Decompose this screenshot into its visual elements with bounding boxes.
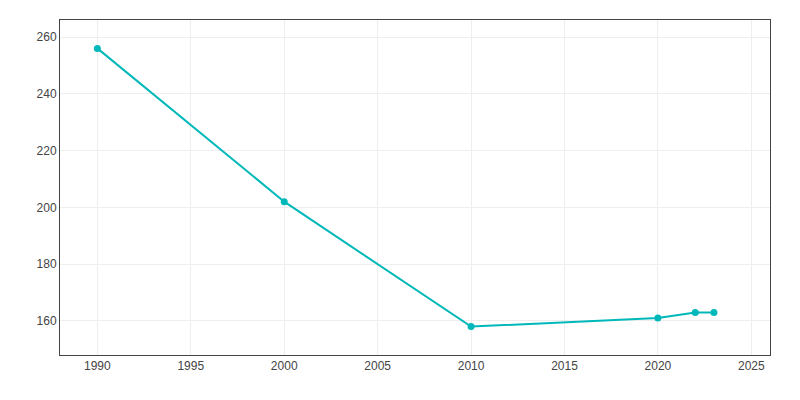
- svg-text:2015: 2015: [551, 359, 578, 373]
- svg-text:220: 220: [37, 144, 57, 158]
- svg-text:2010: 2010: [458, 359, 485, 373]
- svg-text:160: 160: [37, 314, 57, 328]
- svg-text:200: 200: [37, 201, 57, 215]
- svg-text:1995: 1995: [177, 359, 204, 373]
- svg-text:2025: 2025: [738, 359, 765, 373]
- svg-text:240: 240: [37, 87, 57, 101]
- svg-text:2020: 2020: [645, 359, 672, 373]
- svg-text:2005: 2005: [364, 359, 391, 373]
- svg-text:180: 180: [37, 257, 57, 271]
- svg-text:1990: 1990: [84, 359, 111, 373]
- svg-text:2000: 2000: [271, 359, 298, 373]
- svg-text:260: 260: [37, 30, 57, 44]
